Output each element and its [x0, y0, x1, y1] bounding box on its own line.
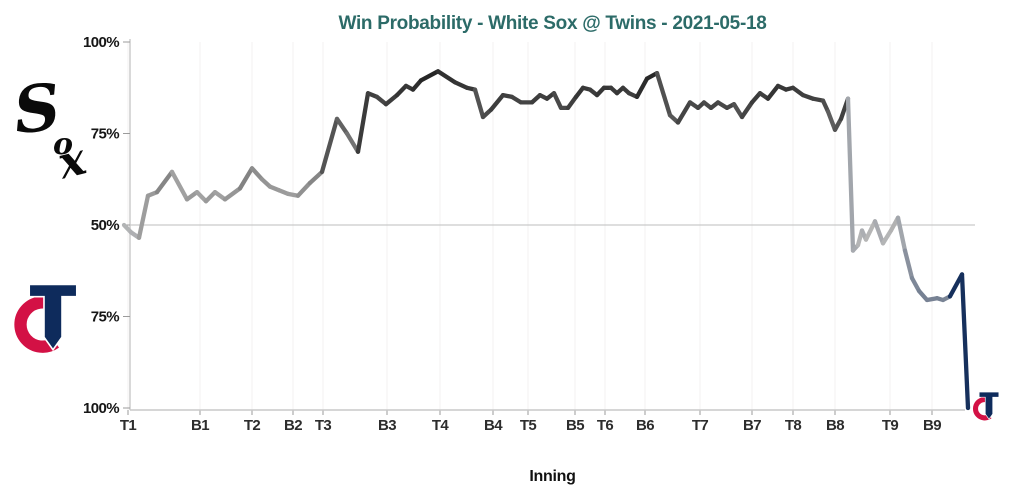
- y-tick-label: 75%: [91, 126, 119, 143]
- x-tick-label: B4: [484, 417, 503, 434]
- chart-title: Win Probability - White Sox @ Twins - 20…: [338, 13, 767, 34]
- x-tick-label: B5: [566, 417, 584, 434]
- x-tick-label: B1: [191, 417, 209, 434]
- win-probability-line-segment: [872, 219, 886, 246]
- win-probability-line-segment: [334, 116, 350, 136]
- x-tick-label: T1: [120, 417, 137, 434]
- win-probability-line-segment: [895, 215, 908, 253]
- win-probability-line-segment: [435, 69, 458, 85]
- win-probability-line-segment: [731, 102, 745, 120]
- win-probability-line-segment: [249, 166, 265, 182]
- y-tick-label: 100%: [83, 34, 119, 51]
- x-tick-label: B7: [743, 417, 761, 434]
- win-probability-line-segment: [565, 94, 579, 111]
- x-tick-label: B2: [284, 417, 302, 434]
- win-probability-line-segment: [452, 80, 470, 90]
- win-probability-line-segment: [909, 275, 922, 294]
- win-probability-line-segment: [947, 272, 965, 299]
- win-probability-line-segment: [355, 91, 371, 154]
- win-probability-line-segment: [488, 92, 506, 112]
- win-probability-line-segment: [863, 219, 878, 242]
- win-probability-line-segment: [383, 92, 400, 107]
- x-tick-label: T4: [432, 417, 450, 434]
- twins-endpoint-logo: [972, 389, 1006, 423]
- win-probability-line-segment: [902, 248, 915, 281]
- y-tick-label: 50%: [91, 217, 119, 234]
- win-probability-line-segment: [344, 131, 361, 154]
- win-probability-line-segment: [654, 70, 673, 118]
- win-probability-line-segment: [319, 116, 340, 175]
- win-probability-line-segment: [739, 100, 755, 120]
- y-tick-label: 75%: [91, 309, 119, 326]
- win-probability-line-segment: [551, 91, 564, 111]
- x-axis-title: Inning: [529, 468, 576, 485]
- white-sox-logo: S o x: [10, 70, 94, 192]
- win-probability-line-segment: [418, 69, 441, 83]
- y-tick-label: 100%: [83, 400, 119, 417]
- win-probability-line-segment: [169, 169, 190, 202]
- x-tick-label: B6: [636, 417, 654, 434]
- x-tick-label: T7: [692, 417, 709, 434]
- win-probability-line-segment: [136, 193, 151, 240]
- x-tick-label: T2: [244, 417, 261, 434]
- win-probability-line-segment: [634, 76, 650, 100]
- win-probability-line-segment: [237, 166, 255, 191]
- x-tick-label: B3: [378, 417, 396, 434]
- x-tick-label: T3: [315, 417, 332, 434]
- x-tick-label: B8: [826, 417, 844, 434]
- win-probability-line-segment: [154, 169, 175, 195]
- twins-tc-endpoint-icon: [972, 389, 1006, 423]
- win-probability-line-segment: [307, 169, 325, 186]
- win-probability-line-segment: [825, 109, 838, 132]
- win-probability-line-segment: [880, 228, 894, 246]
- win-probability-line-segment: [845, 96, 856, 253]
- sox-letter-o: o: [53, 127, 74, 162]
- x-tick-label: T5: [520, 417, 537, 434]
- win-probability-line-segment: [675, 100, 693, 125]
- win-probability-line-segment: [765, 83, 781, 101]
- x-tick-label: T6: [597, 417, 614, 434]
- win-probability-line-segment: [959, 272, 971, 411]
- win-probability-line-segment: [222, 186, 243, 202]
- win-probability-line-segment: [295, 180, 313, 198]
- win-probability-line-segment: [472, 87, 486, 120]
- x-tick-label: T8: [785, 417, 802, 434]
- x-tick-label: B9: [923, 417, 941, 434]
- x-tick-label: T9: [882, 417, 899, 434]
